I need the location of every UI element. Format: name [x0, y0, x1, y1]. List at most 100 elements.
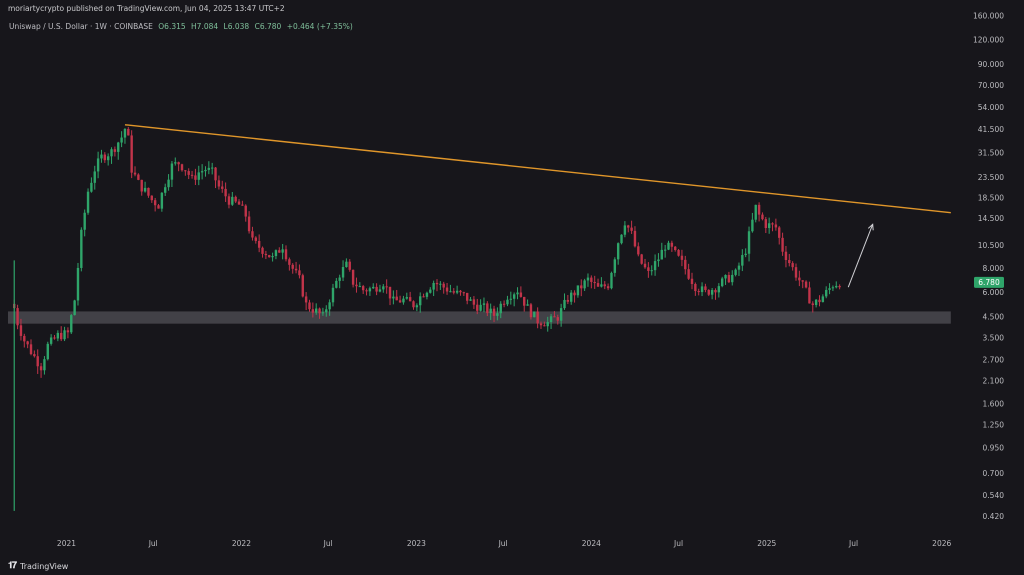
- candle-body: [476, 304, 479, 311]
- candle-body: [160, 192, 164, 209]
- candle-body: [539, 323, 543, 326]
- candle-body: [83, 212, 86, 230]
- candle-body: [506, 299, 509, 305]
- candle-body: [187, 171, 190, 175]
- candle-body: [593, 281, 596, 284]
- candle-body: [93, 171, 96, 183]
- candle-body: [281, 249, 284, 253]
- candle-body: [398, 300, 402, 303]
- candle-body: [106, 156, 110, 161]
- x-tick-label: 2026: [932, 539, 951, 548]
- x-tick-label: 2024: [582, 539, 601, 548]
- candle-body: [247, 216, 251, 232]
- candle-body: [385, 286, 388, 288]
- candle-body: [56, 332, 60, 339]
- candle-body: [358, 286, 362, 288]
- candle-body: [744, 253, 747, 256]
- y-tick-label: 90.000: [978, 60, 1004, 69]
- candle-body: [227, 196, 231, 205]
- candle-body: [684, 259, 687, 270]
- candle-body: [90, 182, 93, 192]
- candle-body: [96, 158, 100, 172]
- candle-body: [304, 296, 308, 303]
- publish-info: moriartycrypto published on TradingView.…: [8, 4, 285, 13]
- candle-body: [570, 292, 573, 302]
- candle-body: [674, 246, 677, 251]
- candles: [13, 127, 841, 378]
- candle-body: [559, 308, 563, 321]
- y-tick-label: 18.500: [978, 193, 1004, 202]
- candle-body: [251, 231, 254, 238]
- candle-body: [647, 267, 650, 271]
- candle-body: [720, 278, 724, 287]
- candle-body: [482, 303, 486, 305]
- candle-body: [412, 301, 415, 308]
- candle-body: [697, 291, 700, 293]
- candle-body: [46, 343, 49, 360]
- y-tick-label: 2.100: [983, 377, 1005, 386]
- tradingview-logo-icon: 𝟏𝟕: [8, 561, 17, 571]
- candle-body: [714, 290, 717, 293]
- symbol-info: Uniswap / U.S. Dollar · 1W · COINBASE O6…: [9, 22, 356, 31]
- candle-body: [153, 200, 157, 206]
- candle-body: [616, 243, 620, 260]
- candle-body: [613, 259, 617, 273]
- candle-body: [197, 172, 200, 180]
- open-value: O6.315: [158, 22, 186, 31]
- candle-body: [113, 149, 117, 152]
- candle-body: [633, 230, 637, 247]
- candle-body: [86, 191, 90, 213]
- candle-body: [523, 296, 526, 306]
- candle-body: [241, 204, 244, 206]
- candle-body: [405, 297, 408, 299]
- candle-body: [449, 291, 452, 293]
- candle-body: [791, 263, 794, 268]
- candle-body: [318, 308, 321, 314]
- candle-body: [301, 275, 304, 297]
- candle-body: [583, 280, 586, 289]
- support-zone: [8, 311, 951, 324]
- candle-body: [623, 225, 627, 235]
- high-value: H7.084: [191, 22, 219, 31]
- candle-body: [643, 263, 647, 268]
- candle-body: [321, 312, 325, 314]
- candle-body: [294, 268, 298, 271]
- candle-body: [288, 259, 291, 265]
- candle-body: [157, 205, 160, 209]
- candle-body: [835, 285, 838, 288]
- change-value: +0.464 (+7.35%): [286, 22, 353, 31]
- candle-body: [133, 172, 137, 175]
- candle-body: [439, 283, 442, 285]
- candle-body: [311, 309, 315, 313]
- candle-body: [774, 224, 778, 228]
- candle-body: [375, 286, 378, 292]
- candle-body: [117, 142, 120, 152]
- candle-body: [127, 128, 130, 136]
- candle-body: [479, 304, 482, 311]
- candle-body: [73, 300, 76, 316]
- candle-body: [174, 162, 177, 164]
- candle-body: [224, 188, 227, 197]
- candle-body: [687, 269, 690, 279]
- candle-body: [70, 315, 73, 333]
- candle-body: [781, 237, 784, 252]
- candle-body: [39, 366, 43, 371]
- y-tick-label: 31.500: [978, 148, 1004, 157]
- candle-body: [549, 316, 553, 323]
- candle-body: [576, 285, 580, 296]
- candle-body: [415, 305, 419, 308]
- candle-body: [794, 267, 798, 278]
- candle-body: [110, 149, 113, 157]
- candle-body: [355, 284, 358, 287]
- candle-body: [207, 167, 211, 170]
- candle-body: [804, 281, 808, 288]
- breakout-arrow: [847, 224, 874, 288]
- candle-body: [100, 154, 103, 159]
- candle-body: [422, 296, 425, 298]
- candle-body: [657, 259, 660, 262]
- candle-body: [231, 196, 234, 205]
- candle-body: [640, 254, 643, 264]
- candle-body: [741, 255, 744, 266]
- x-tick-label: Jul: [323, 539, 333, 548]
